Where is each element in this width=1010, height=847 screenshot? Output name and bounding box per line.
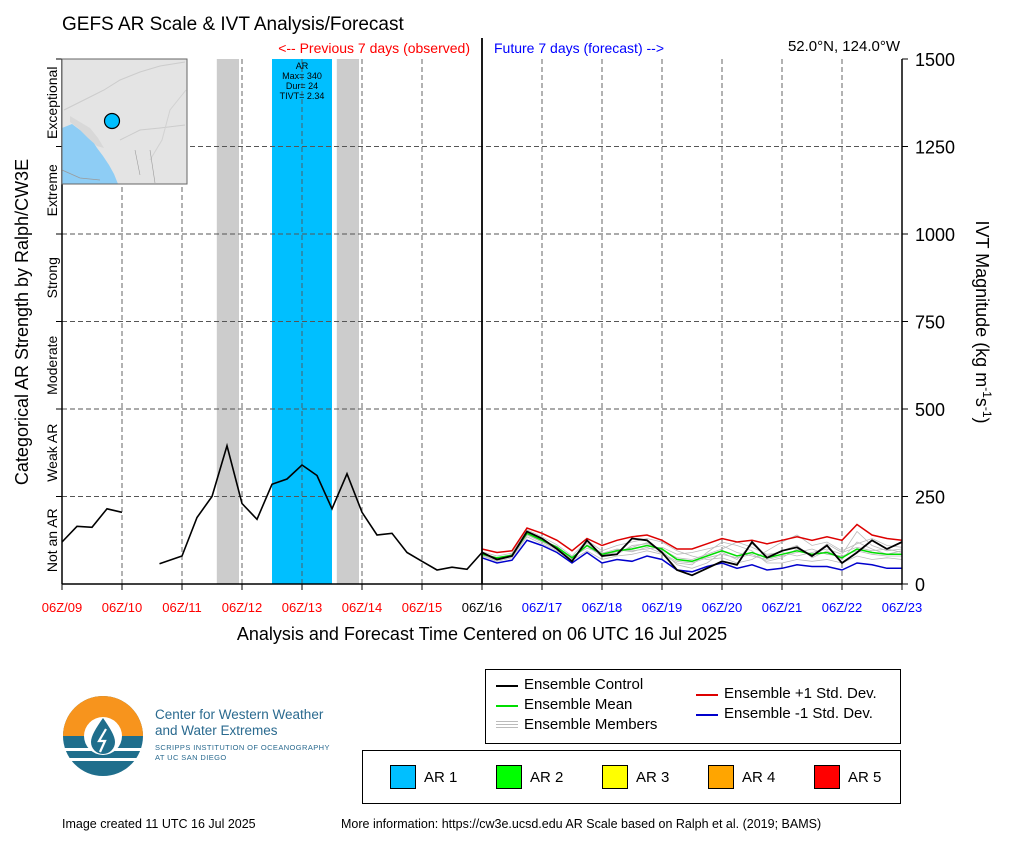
previous-days-label: <-- Previous 7 days (observed) [278,40,470,56]
right-y-axis-label-part-0: IVT Magnitude (kg m [972,220,992,387]
category-label-2: Moderate [44,335,60,394]
y-tick-label-3: 750 [915,313,945,333]
category-label-5: Exceptional [44,67,60,139]
x-tick-label-14: 06Z/23 [882,600,922,615]
right-y-axis-label-part-1: -1 [980,387,994,398]
location-map-inset [61,58,188,185]
ensemble-legend: Ensemble Control Ensemble Mean Ensemble … [485,669,901,744]
category-label-1: Weak AR [44,424,60,482]
legend-plus-line [696,694,718,696]
legend-members-label: Ensemble Members [524,716,658,733]
legend-ar2-swatch [496,765,522,789]
ensemble-member-line-3 [481,536,903,566]
x-tick-label-2: 06Z/11 [162,600,202,615]
x-tick-label-11: 06Z/20 [702,600,742,615]
legend-ar1-label: AR 1 [424,769,458,786]
series-ensemble-1-std-dev [481,539,902,573]
ar-category-legend: AR 1 AR 2 AR 3 AR 4 AR 5 [362,750,901,804]
legend-plus-label: Ensemble +1 Std. Dev. [724,685,877,702]
logo-title-line1: Center for Western Weather [155,707,324,722]
logo-subtitle-line1: SCRIPPS INSTITUTION OF OCEANOGRAPHY [155,743,330,752]
x-tick-label-6: 06Z/15 [402,600,442,615]
cw3e-logo [63,696,143,776]
category-label-4: Extreme [44,164,60,216]
x-tick-label-7: 06Z/16 [462,600,502,615]
x-tick-label-9: 06Z/18 [582,600,622,615]
x-axis-label: Analysis and Forecast Time Centered on 0… [237,624,727,644]
observed-line-0 [61,507,123,543]
chart-series [61,442,903,577]
y-tick-label-0: 0 [915,575,925,595]
legend-ar3-swatch [602,765,628,789]
gray-period-0 [216,59,239,584]
y-tick-label-2: 500 [915,400,945,420]
legend-minus-line [696,714,718,716]
category-label-3: Strong [44,257,60,298]
legend-mean-line [496,705,518,707]
x-tick-label-8: 06Z/17 [522,600,562,615]
left-y-axis-label: Categorical AR Strength by Ralph/CW3E [12,159,32,485]
legend-ar5-label: AR 5 [848,769,882,786]
x-tick-label-0: 06Z/09 [42,600,82,615]
category-label-0: Not an AR [44,508,60,572]
island-shape [70,116,104,148]
gray-period-1 [336,59,359,584]
x-tick-label-5: 06Z/14 [342,600,382,615]
more-info-text: More information: https://cw3e.ucsd.edu … [341,817,822,831]
x-tick-label-1: 06Z/10 [102,600,142,615]
right-y-axis-label-part-4: ) [972,418,992,424]
legend-members-line [496,720,518,728]
legend-ar1-swatch [390,765,416,789]
x-tick-label-12: 06Z/21 [762,600,802,615]
right-y-axis-label: IVT Magnitude (kg m-1s-1) [972,220,994,423]
x-tick-label-3: 06Z/12 [222,600,262,615]
ensemble-member-line-2 [481,529,903,564]
series-ensemble-1-std-dev [481,523,903,554]
legend-control-line [496,685,518,687]
ar-annotation-line-1: Max= 340 [282,71,322,81]
legend-ar4-label: AR 4 [742,769,776,786]
legend-ar4-swatch [708,765,734,789]
ocean-shape [62,124,118,184]
logo-title-line2: and Water Extremes [155,723,278,738]
y-tick-label-6: 1500 [915,50,955,70]
y-tick-label-4: 1000 [915,225,955,245]
location-label: 52.0°N, 124.0°W [788,38,901,55]
right-y-axis-label-part-2: s [972,398,992,407]
chart-title: GEFS AR Scale & IVT Analysis/Forecast [62,14,404,35]
series-ensemble-control [481,530,903,577]
future-days-label: Future 7 days (forecast) --> [494,40,664,56]
ar-annotation-line-0: AR [296,61,309,71]
legend-ar2-label: AR 2 [530,769,564,786]
x-tick-label-13: 06Z/22 [822,600,862,615]
legend-ar3-label: AR 3 [636,769,670,786]
legend-minus-label: Ensemble -1 Std. Dev. [724,705,873,722]
ar-annotation-line-2: Dur= 24 [286,81,318,91]
location-marker [103,112,121,130]
y-tick-label-1: 250 [915,488,945,508]
legend-control-label: Ensemble Control [524,676,644,693]
y-tick-label-5: 1250 [915,138,955,158]
legend-ar5-swatch [814,765,840,789]
right-y-axis-label-part-3: -1 [980,407,994,418]
observed-line-1 [159,442,483,571]
image-created-text: Image created 11 UTC 16 Jul 2025 [62,817,256,831]
logo-subtitle-line2: AT UC SAN DIEGO [155,753,227,762]
x-tick-label-4: 06Z/13 [282,600,322,615]
ar-annotation-line-3: TIVT= 2.34 [280,91,325,101]
legend-mean-label: Ensemble Mean [524,696,633,713]
x-tick-label-10: 06Z/19 [642,600,682,615]
